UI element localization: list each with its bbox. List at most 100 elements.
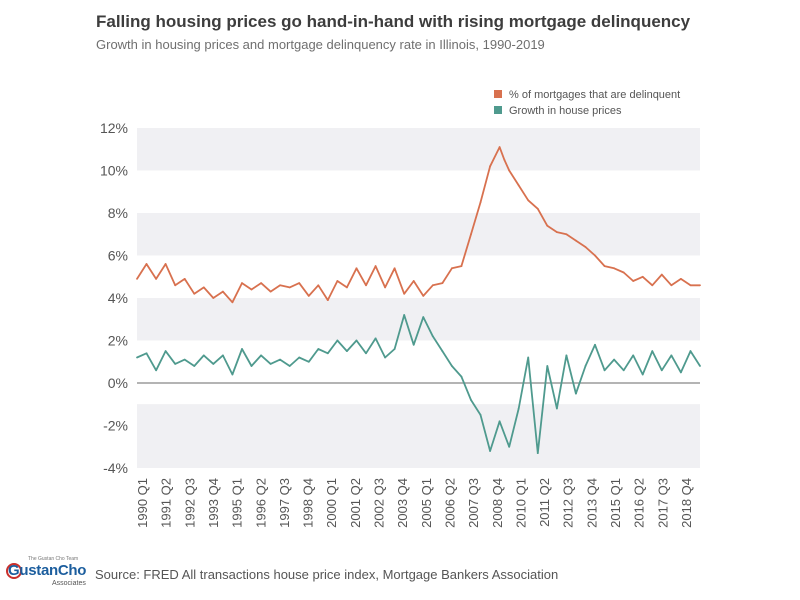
delinquency-point [517,184,520,187]
delinquency-point [498,146,501,149]
delinquency-point [651,284,654,287]
y-tick-label: 6% [108,248,128,264]
delinquency-point [221,290,224,293]
price-growth-point [508,445,511,448]
price-growth-point [403,314,406,316]
x-tick-label: 2018 Q4 [679,478,694,528]
price-growth-point [374,337,377,340]
logo-main-text: GustanCho [8,562,87,579]
delinquency-point [288,286,291,289]
price-growth-point [422,316,425,319]
x-tick-label: 2005 Q1 [419,478,434,528]
delinquency-point [613,267,616,270]
price-growth-point [307,360,310,363]
y-tick-label: 8% [108,205,128,221]
delinquency-point [489,165,491,168]
x-tick-label: 2010 Q1 [513,478,528,528]
price-growth-point [164,350,167,353]
delinquency-point [670,284,673,287]
price-growth-series-line [136,314,701,455]
x-tick-label: 2003 Q4 [395,478,410,528]
x-tick-label: 2013 Q4 [584,478,599,528]
x-tick-label: 1997 Q3 [277,478,292,528]
delinquency-point [241,282,243,285]
price-growth-point [393,348,396,350]
delinquency-point [403,292,406,295]
delinquency-point [212,297,215,299]
price-growth-point [555,407,558,410]
delinquency-point [365,284,367,287]
delinquency-point [307,294,310,297]
delinquency-point [450,267,453,270]
logo-sub-text: Associates [52,580,86,587]
delinquency-point [660,273,663,276]
price-growth-point [613,358,616,361]
price-growth-point [250,365,253,367]
delinquency-point [603,265,606,268]
delinquency-point [503,158,506,161]
price-growth-point [288,365,291,367]
price-growth-point [565,354,568,357]
price-growth-point [498,420,501,423]
price-growth-point [346,350,348,353]
price-growth-point [622,369,625,372]
price-growth-point [336,339,339,342]
price-growth-point [660,369,663,372]
price-growth-point [632,354,635,357]
delinquency-point [393,267,396,270]
logo-top-text: The Gustan Cho Team [28,556,79,562]
price-growth-point [326,352,329,355]
delinquency-point [231,301,234,304]
delinquency-point [527,199,530,202]
y-tick-label: 2% [108,333,128,349]
chart-band [137,213,700,256]
price-growth-point [260,354,262,357]
price-growth-point [479,413,482,416]
price-growth-point [441,350,444,353]
delinquency-point [384,286,387,289]
price-growth-point [145,352,148,355]
y-tick-label: 10% [100,163,128,179]
price-growth-point [641,373,644,376]
price-growth-point [412,343,415,346]
source-note: Source: FRED All transactions house pric… [95,567,559,582]
x-tick-label: 1993 Q4 [206,478,221,528]
delinquency-point [202,286,205,289]
delinquency-point [680,277,682,280]
x-tick-label: 1992 Q3 [182,478,197,528]
price-growth-point [202,354,205,357]
delinquency-point [479,201,482,204]
price-growth-point [193,365,196,367]
price-growth-point [489,450,491,452]
delinquency-point [136,277,138,280]
price-growth-point [136,356,138,359]
price-growth-point [689,350,692,353]
price-growth-point [575,392,577,395]
price-growth-point [221,354,224,357]
delinquency-point [412,280,415,282]
price-growth-point [174,362,177,365]
y-tick-label: 4% [108,290,128,306]
delinquency-point [260,282,262,285]
price-growth-point [584,365,587,367]
price-growth-point [231,373,234,376]
legend-swatch [494,106,502,114]
delinquency-point [269,290,272,293]
price-growth-point [603,369,606,372]
delinquency-point [317,284,320,287]
x-tick-label: 2007 Q3 [466,478,481,528]
price-growth-point [355,339,358,342]
delinquency-point [699,284,701,287]
logo-ring-icon [6,563,22,579]
chart-band [137,128,700,171]
delinquency-point [193,292,196,295]
delinquency-point [470,233,472,236]
price-growth-point [269,362,272,365]
x-tick-label: 2006 Q2 [442,478,457,528]
delinquency-point [431,284,434,287]
x-tick-label: 1990 Q1 [135,478,150,528]
price-growth-point [365,352,367,355]
legend-swatch [494,90,502,98]
price-growth-point [670,354,673,357]
